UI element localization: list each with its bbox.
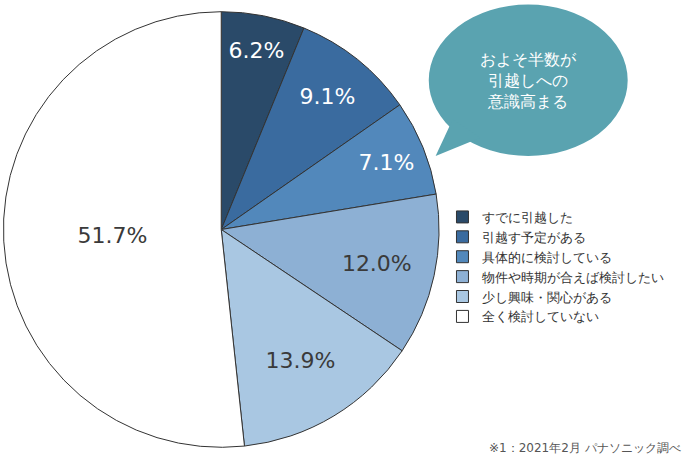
svg-text:6.2%: 6.2% [229,38,285,63]
svg-text:9.1%: 9.1% [300,84,356,109]
svg-text:13.9%: 13.9% [265,348,335,373]
svg-text:12.0%: 12.0% [342,251,412,276]
svg-text:物件や時期が合えば検討したい: 物件や時期が合えば検討したい [482,270,664,285]
svg-text:すでに引越した: すでに引越した [482,210,573,225]
svg-text:およそ半数が引越しへの意識高まる: およそ半数が引越しへの意識高まる [480,50,577,111]
svg-text:7.1%: 7.1% [358,150,414,175]
svg-text:51.7%: 51.7% [78,223,148,248]
svg-text:具体的に検討している: 具体的に検討している [482,250,612,265]
svg-text:少し興味・関心がある: 少し興味・関心がある [482,290,612,305]
svg-text:引越す予定がある: 引越す予定がある [482,230,586,245]
svg-text:全く検討していない: 全く検討していない [482,309,599,324]
svg-text:※1：2021年2月 パナソニック調べ: ※1：2021年2月 パナソニック調べ [489,441,681,455]
